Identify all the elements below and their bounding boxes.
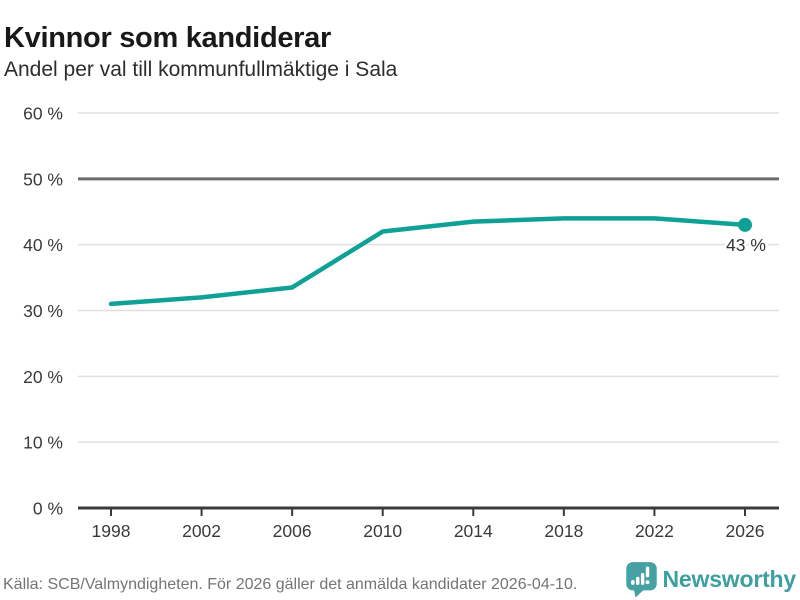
x-tick-label: 2022 <box>635 521 674 541</box>
y-tick-label: 50 % <box>23 169 63 189</box>
y-tick-label: 60 % <box>23 104 63 124</box>
data-point-last <box>738 217 752 232</box>
data-line <box>108 216 748 307</box>
x-tick-label: 2002 <box>182 521 221 541</box>
chart-title: Kvinnor som kandiderar <box>4 22 331 55</box>
x-tick-label: 2010 <box>363 521 402 541</box>
y-tick-label: 40 % <box>23 235 63 255</box>
x-tick-label: 1998 <box>92 521 131 541</box>
chart-subtitle: Andel per val till kommunfullmäktige i S… <box>4 58 398 81</box>
x-tick-label: 2018 <box>544 521 583 541</box>
source-note: Källa: SCB/Valmyndigheten. För 2026 gäll… <box>3 576 578 593</box>
newsworthy-wordmark: Newsworthy <box>662 566 797 592</box>
y-tick-label: 30 % <box>23 301 63 321</box>
newsworthy-logo-icon <box>625 562 657 598</box>
last-value-label: 43 % <box>726 235 766 255</box>
y-tick-label: 20 % <box>23 367 63 387</box>
y-tick-label: 10 % <box>23 433 63 453</box>
newsworthy-brand: Newsworthy <box>625 561 796 598</box>
x-tick-label: 2006 <box>273 521 312 541</box>
x-tick-label: 2014 <box>454 521 493 541</box>
y-tick-label: 0 % <box>33 499 63 519</box>
x-tick-label: 2026 <box>726 521 765 541</box>
